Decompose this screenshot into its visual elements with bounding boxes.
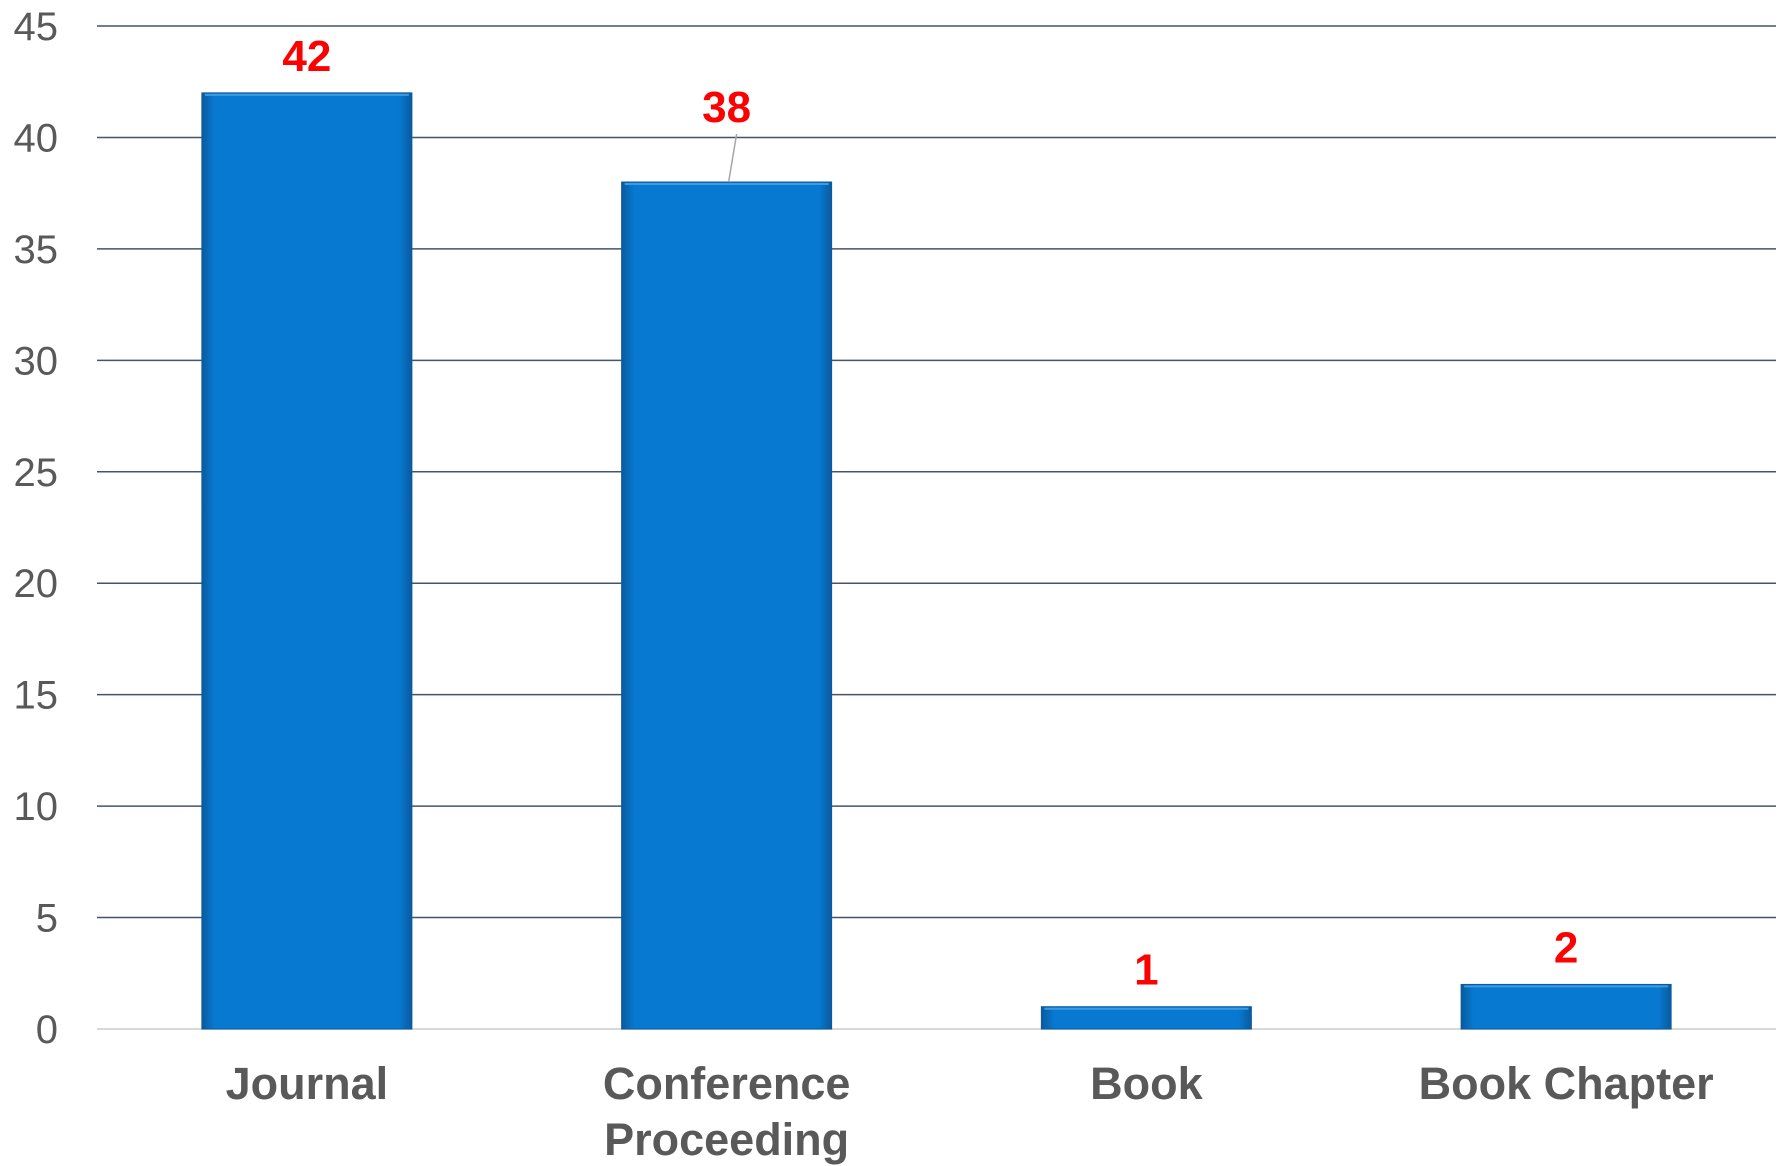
x-axis-category-labels: Journal Conference Proceeding Book Book Chap… <box>226 1058 1714 1165</box>
x-category-label-line: Book Chapter <box>1419 1058 1714 1109</box>
bars <box>201 92 1672 1030</box>
leader-line <box>727 133 738 183</box>
x-category-label: Book <box>1090 1058 1203 1109</box>
data-label: 42 <box>282 32 331 81</box>
y-tick-label: 20 <box>14 562 59 606</box>
y-tick-label: 30 <box>14 339 59 383</box>
bar <box>621 181 833 1030</box>
x-category-label-line: Proceeding <box>604 1114 849 1165</box>
y-tick-label: 35 <box>14 228 59 272</box>
data-label: 1 <box>1134 946 1158 995</box>
data-label: 2 <box>1554 923 1578 972</box>
y-tick-label: 10 <box>14 785 59 829</box>
x-category-label: Conference Proceeding <box>603 1058 851 1165</box>
x-category-label: Book Chapter <box>1419 1058 1714 1109</box>
y-tick-label: 5 <box>36 897 58 941</box>
x-category-label-line: Book <box>1090 1058 1203 1109</box>
x-category-label-line: Conference <box>603 1058 851 1109</box>
y-tick-label: 0 <box>36 1008 58 1052</box>
x-category-label-line: Journal <box>226 1058 389 1109</box>
y-axis-tick-labels: 0 5 10 15 20 25 30 35 40 45 <box>14 5 59 1052</box>
y-tick-label: 45 <box>14 5 59 49</box>
data-labels: 42 38 1 2 <box>282 32 1578 995</box>
y-tick-label: 25 <box>14 451 59 495</box>
bar <box>1460 983 1672 1030</box>
y-tick-label: 15 <box>14 674 59 718</box>
y-tick-label: 40 <box>14 116 59 160</box>
bar <box>201 92 413 1030</box>
bar <box>1040 1006 1252 1030</box>
data-label: 38 <box>702 83 751 132</box>
x-category-label: Journal <box>226 1058 389 1109</box>
